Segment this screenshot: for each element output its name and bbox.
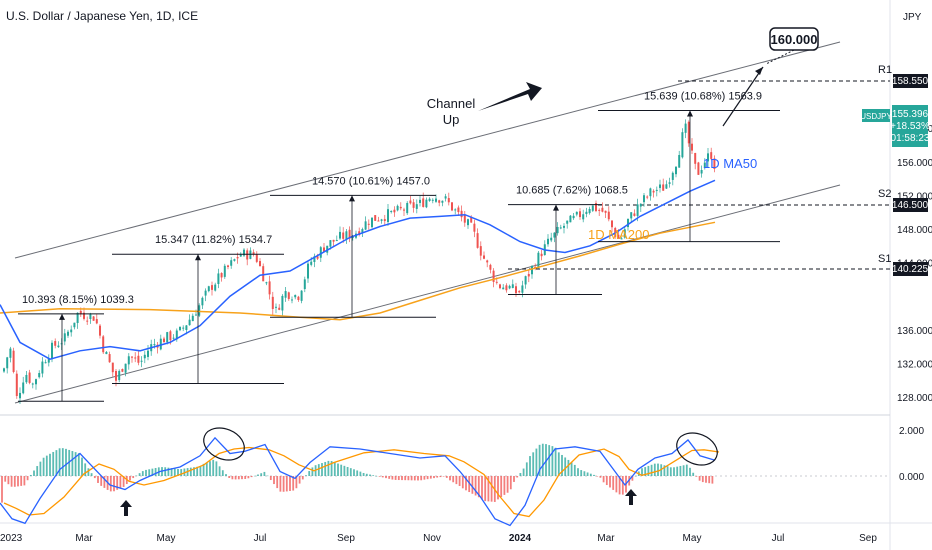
measure-label-2: 14.570 (10.61%) 1457.0 bbox=[312, 175, 430, 187]
s1-label: S1 bbox=[878, 253, 891, 265]
last-price-tag bbox=[892, 105, 928, 147]
svg-text:155.396: 155.396 bbox=[892, 109, 929, 120]
price-tick-1: 156.000 bbox=[897, 158, 932, 169]
macd-buy-arrow-2 bbox=[625, 489, 637, 505]
channel-arrow bbox=[478, 82, 542, 111]
macd-histogram bbox=[1, 443, 714, 503]
svg-text:USDJPY: USDJPY bbox=[860, 112, 892, 121]
time-tick-7: Mar bbox=[597, 533, 615, 544]
measure-label-4: 15.639 (10.68%) 1563.9 bbox=[644, 91, 762, 103]
projection-arrow bbox=[722, 66, 764, 127]
chart-title: U.S. Dollar / Japanese Yen, 1D, ICE bbox=[6, 9, 198, 23]
s2-price-tag: 146.500 bbox=[892, 200, 929, 211]
currency-label: JPY bbox=[903, 12, 922, 23]
time-axis-ticks: 2023 Mar May Jul Sep Nov 2024 Mar May Jul Sep bbox=[0, 533, 877, 544]
price-tick-7: 128.000 bbox=[897, 393, 932, 404]
time-tick-6: 2024 bbox=[509, 533, 532, 544]
svg-text:+18.53%: +18.53% bbox=[890, 121, 930, 132]
ma50-label: 1D MA50 bbox=[703, 156, 757, 171]
channel-label-1: Channel bbox=[427, 96, 476, 111]
svg-text:01:58:23: 01:58:23 bbox=[891, 133, 930, 144]
time-tick-1: Mar bbox=[75, 533, 93, 544]
price-tick-3: 148.000 bbox=[897, 225, 932, 236]
channel-label-2: Up bbox=[443, 112, 460, 127]
time-tick-2: May bbox=[157, 533, 176, 544]
measure-label-0: 10.393 (8.15%) 1039.3 bbox=[22, 294, 134, 306]
macd-circle-2 bbox=[676, 432, 718, 466]
ma200-line bbox=[0, 221, 716, 321]
macd-tick-top: 2.000 bbox=[899, 426, 924, 437]
s2-label: S2 bbox=[878, 188, 891, 200]
price-tick-2: 152.000 bbox=[897, 191, 932, 202]
macd-signal-line bbox=[3, 446, 720, 518]
r1-price-tag: 158.550 bbox=[892, 76, 929, 87]
ma200-label: 1D MA200 bbox=[588, 227, 649, 242]
macd-tick-zero: 0.000 bbox=[899, 472, 924, 483]
time-tick-4: Sep bbox=[337, 533, 355, 544]
channel-lower-line bbox=[14, 184, 841, 404]
ma50-line bbox=[0, 179, 716, 361]
time-tick-8: May bbox=[683, 533, 702, 544]
measure-label-3: 10.685 (7.62%) 1068.5 bbox=[516, 185, 628, 197]
time-tick-3: Jul bbox=[254, 533, 267, 544]
r1-label: R1 bbox=[878, 64, 892, 76]
s1-price-tag: 140.225 bbox=[892, 264, 929, 275]
time-tick-5: Nov bbox=[423, 533, 441, 544]
macd-line bbox=[0, 436, 716, 527]
time-tick-10: Sep bbox=[859, 533, 877, 544]
macd-circle-1 bbox=[203, 427, 245, 461]
price-tick-6: 132.000 bbox=[897, 359, 932, 370]
target-label: 160.000 bbox=[771, 32, 818, 47]
candles bbox=[3, 119, 716, 404]
channel-upper-line bbox=[14, 41, 841, 259]
time-tick-9: Jul bbox=[772, 533, 785, 544]
macd-buy-arrow-1 bbox=[120, 500, 132, 516]
time-tick-0: 2023 bbox=[0, 533, 23, 544]
symbol-tag bbox=[862, 109, 890, 122]
price-tick-5: 136.000 bbox=[897, 326, 932, 337]
measure-label-1: 15.347 (11.82%) 1534.7 bbox=[155, 234, 272, 246]
measurements: 10.393 (8.15%) 1039.3 15.347 (11.82%) 153… bbox=[18, 91, 780, 402]
